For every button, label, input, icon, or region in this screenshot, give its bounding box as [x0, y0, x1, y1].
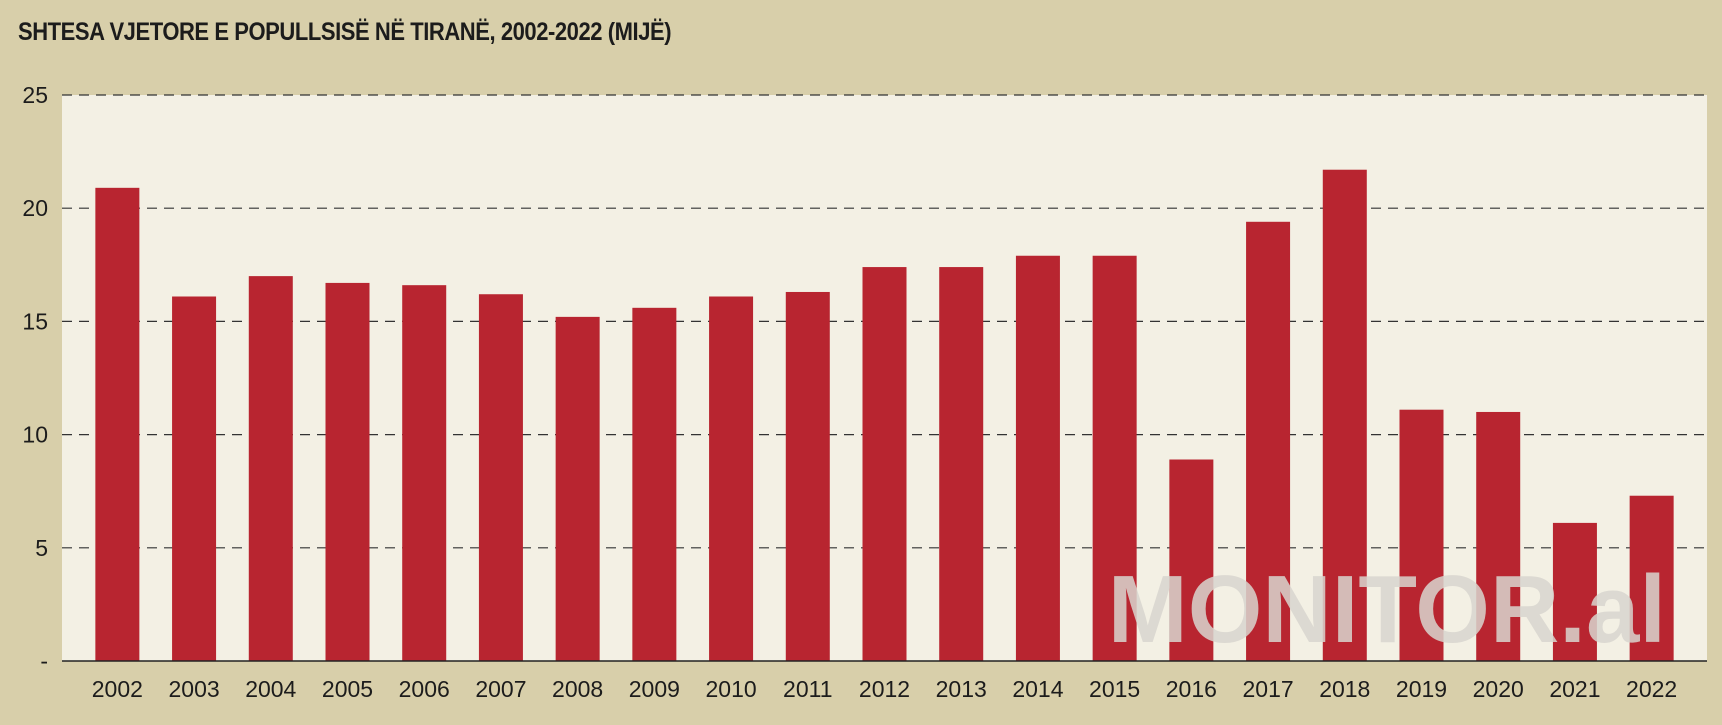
bar-2021 [1552, 522, 1597, 661]
bar-2016 [1169, 459, 1214, 661]
x-tick-label: 2009 [629, 676, 680, 702]
x-tick-label: 2005 [322, 676, 373, 702]
x-tick-label: 2016 [1166, 676, 1217, 702]
x-tick-label: 2014 [1012, 676, 1063, 702]
bar-2019 [1399, 409, 1444, 661]
y-tick-label: 5 [35, 535, 48, 561]
y-tick-label: 20 [22, 195, 48, 221]
x-tick-label: 2004 [245, 676, 296, 702]
y-tick-label: 25 [22, 82, 48, 108]
x-tick-label: 2003 [168, 676, 219, 702]
x-tick-label: 2002 [92, 676, 143, 702]
bar-2012 [862, 267, 907, 661]
bar-2005 [325, 282, 370, 661]
bar-2018 [1322, 169, 1367, 661]
x-tick-label: 2018 [1319, 676, 1370, 702]
bar-2014 [1015, 255, 1060, 661]
bar-2006 [402, 285, 447, 661]
bar-2008 [555, 316, 600, 661]
x-tick-label: 2007 [475, 676, 526, 702]
bar-2017 [1246, 221, 1291, 661]
bar-2011 [785, 291, 830, 661]
x-tick-label: 2012 [859, 676, 910, 702]
x-tick-label: 2015 [1089, 676, 1140, 702]
x-tick-label: 2017 [1242, 676, 1293, 702]
x-tick-label: 2022 [1626, 676, 1677, 702]
bar-2007 [478, 294, 523, 661]
bar-2015 [1092, 255, 1137, 661]
x-tick-label: 2010 [705, 676, 756, 702]
bar-2010 [709, 296, 754, 661]
watermark-logo: MONITOR.al [1108, 556, 1666, 663]
chart-title: SHTESA VJETORE E POPULLSISË NË TIRANË, 2… [18, 18, 672, 46]
x-tick-label: 2019 [1396, 676, 1447, 702]
y-axis-ticks: - 5 10 15 20 25 [22, 82, 48, 674]
y-tick-label: 10 [22, 422, 48, 448]
y-tick-label: 15 [22, 308, 48, 334]
x-tick-label: 2008 [552, 676, 603, 702]
x-tick-label: 2013 [936, 676, 987, 702]
bar-2022 [1629, 495, 1674, 661]
bars [95, 169, 1674, 661]
x-axis-ticks: 2002 2003 2004 2005 2006 2007 2008 2009 2010 2011… [92, 676, 1677, 702]
y-tick-label: - [40, 648, 48, 674]
bar-2003 [172, 296, 217, 661]
bar-2013 [939, 267, 984, 661]
x-tick-label: 2021 [1549, 676, 1600, 702]
bar-2020 [1476, 411, 1521, 661]
bar-2002 [95, 187, 140, 661]
x-tick-label: 2011 [783, 676, 832, 702]
bar-2009 [632, 307, 677, 661]
x-tick-label: 2006 [399, 676, 450, 702]
x-tick-label: 2020 [1473, 676, 1524, 702]
bar-2004 [248, 276, 293, 661]
